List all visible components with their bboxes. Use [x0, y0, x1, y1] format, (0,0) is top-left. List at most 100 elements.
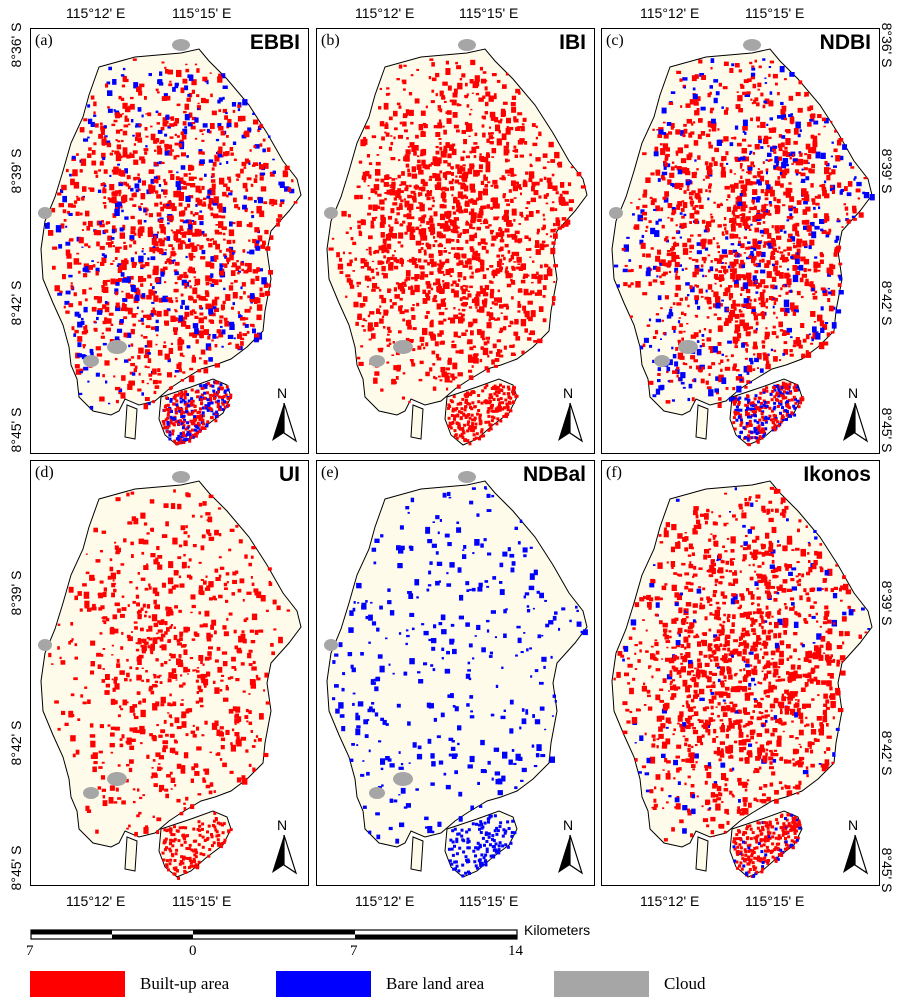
bare-land-patch	[80, 320, 85, 325]
built-up-patch	[711, 157, 715, 162]
bare-land-patch	[793, 309, 799, 313]
built-up-patch	[392, 302, 397, 306]
built-up-patch	[489, 111, 496, 118]
built-up-patch	[453, 124, 459, 129]
bare-land-patch	[226, 161, 229, 164]
bare-land-patch	[210, 256, 215, 262]
built-up-patch	[676, 374, 679, 378]
built-up-patch	[714, 258, 718, 262]
built-up-patch	[755, 321, 759, 326]
built-up-patch	[489, 126, 492, 129]
bare-land-patch	[781, 417, 785, 421]
built-up-patch	[191, 356, 196, 363]
bare-land-patch	[794, 397, 797, 401]
bare-land-patch	[709, 85, 713, 89]
built-up-patch	[736, 411, 740, 415]
bare-land-patch	[249, 128, 252, 131]
built-up-patch	[162, 121, 168, 127]
built-up-patch	[375, 169, 381, 176]
built-up-patch	[529, 247, 532, 251]
built-up-patch	[229, 254, 234, 261]
built-up-patch	[521, 123, 525, 126]
built-up-patch	[708, 129, 711, 132]
built-up-patch	[474, 422, 478, 426]
built-up-patch	[456, 226, 460, 229]
built-up-patch	[400, 244, 404, 248]
built-up-patch	[101, 285, 105, 289]
bare-land-patch	[645, 271, 651, 277]
bare-land-patch	[194, 328, 199, 335]
built-up-patch	[736, 369, 740, 372]
built-up-patch	[506, 145, 509, 149]
built-up-patch	[490, 243, 495, 247]
built-up-patch	[701, 339, 705, 342]
built-up-patch	[734, 182, 739, 189]
built-up-patch	[450, 422, 454, 426]
built-up-patch	[531, 273, 537, 279]
bare-land-patch	[159, 71, 163, 76]
bare-land-patch	[238, 314, 242, 319]
built-up-patch	[147, 231, 154, 238]
built-up-patch	[485, 165, 491, 173]
built-up-patch	[213, 255, 219, 260]
built-up-patch	[411, 173, 418, 179]
built-up-patch	[733, 427, 737, 431]
built-up-patch	[402, 220, 406, 224]
built-up-patch	[547, 182, 553, 189]
bare-land-patch	[737, 201, 743, 207]
built-up-patch	[428, 76, 432, 80]
built-up-patch	[683, 190, 687, 194]
built-up-patch	[379, 305, 382, 308]
built-up-patch	[367, 314, 371, 318]
built-up-patch	[148, 213, 153, 218]
built-up-patch	[722, 86, 728, 90]
built-up-patch	[732, 421, 736, 425]
bare-land-patch	[769, 117, 773, 121]
built-up-patch	[675, 275, 681, 280]
built-up-patch	[364, 320, 368, 322]
built-up-patch	[101, 152, 106, 159]
lat-label-right-39: 8°39' S	[879, 148, 895, 194]
built-up-patch	[699, 204, 704, 209]
built-up-patch	[177, 422, 181, 426]
bare-land-patch	[218, 405, 222, 409]
built-up-patch	[755, 116, 760, 122]
bare-land-patch	[681, 268, 684, 271]
bare-land-patch	[145, 145, 148, 148]
built-up-patch	[399, 259, 404, 264]
built-up-patch	[741, 303, 746, 308]
built-up-patch	[683, 128, 688, 134]
built-up-patch	[210, 320, 215, 324]
built-up-patch	[184, 316, 188, 320]
built-up-patch	[469, 346, 474, 351]
built-up-patch	[467, 290, 471, 293]
built-up-patch	[494, 407, 498, 411]
built-up-patch	[435, 179, 438, 182]
built-up-patch	[185, 68, 190, 73]
built-up-patch	[501, 407, 505, 411]
built-up-patch	[675, 230, 679, 233]
built-up-patch	[745, 179, 750, 183]
built-up-patch	[511, 388, 515, 392]
bare-land-patch	[772, 298, 775, 300]
built-up-patch	[411, 361, 414, 364]
built-up-patch	[655, 266, 661, 272]
built-up-patch	[472, 345, 476, 348]
bare-land-patch	[669, 308, 673, 313]
built-up-patch	[390, 305, 394, 309]
built-up-patch	[121, 113, 124, 115]
built-up-patch	[456, 247, 460, 251]
built-up-patch	[196, 431, 199, 435]
bare-land-patch	[692, 87, 696, 91]
built-up-patch	[96, 241, 100, 247]
built-up-patch	[346, 278, 352, 283]
built-up-patch	[118, 95, 122, 100]
built-up-patch	[746, 380, 751, 384]
bare-land-patch	[834, 239, 838, 243]
built-up-patch	[198, 295, 203, 301]
built-up-patch	[676, 204, 681, 210]
bare-land-patch	[186, 345, 191, 349]
built-up-patch	[150, 290, 156, 296]
built-up-patch	[70, 178, 75, 186]
built-up-patch	[701, 256, 707, 261]
